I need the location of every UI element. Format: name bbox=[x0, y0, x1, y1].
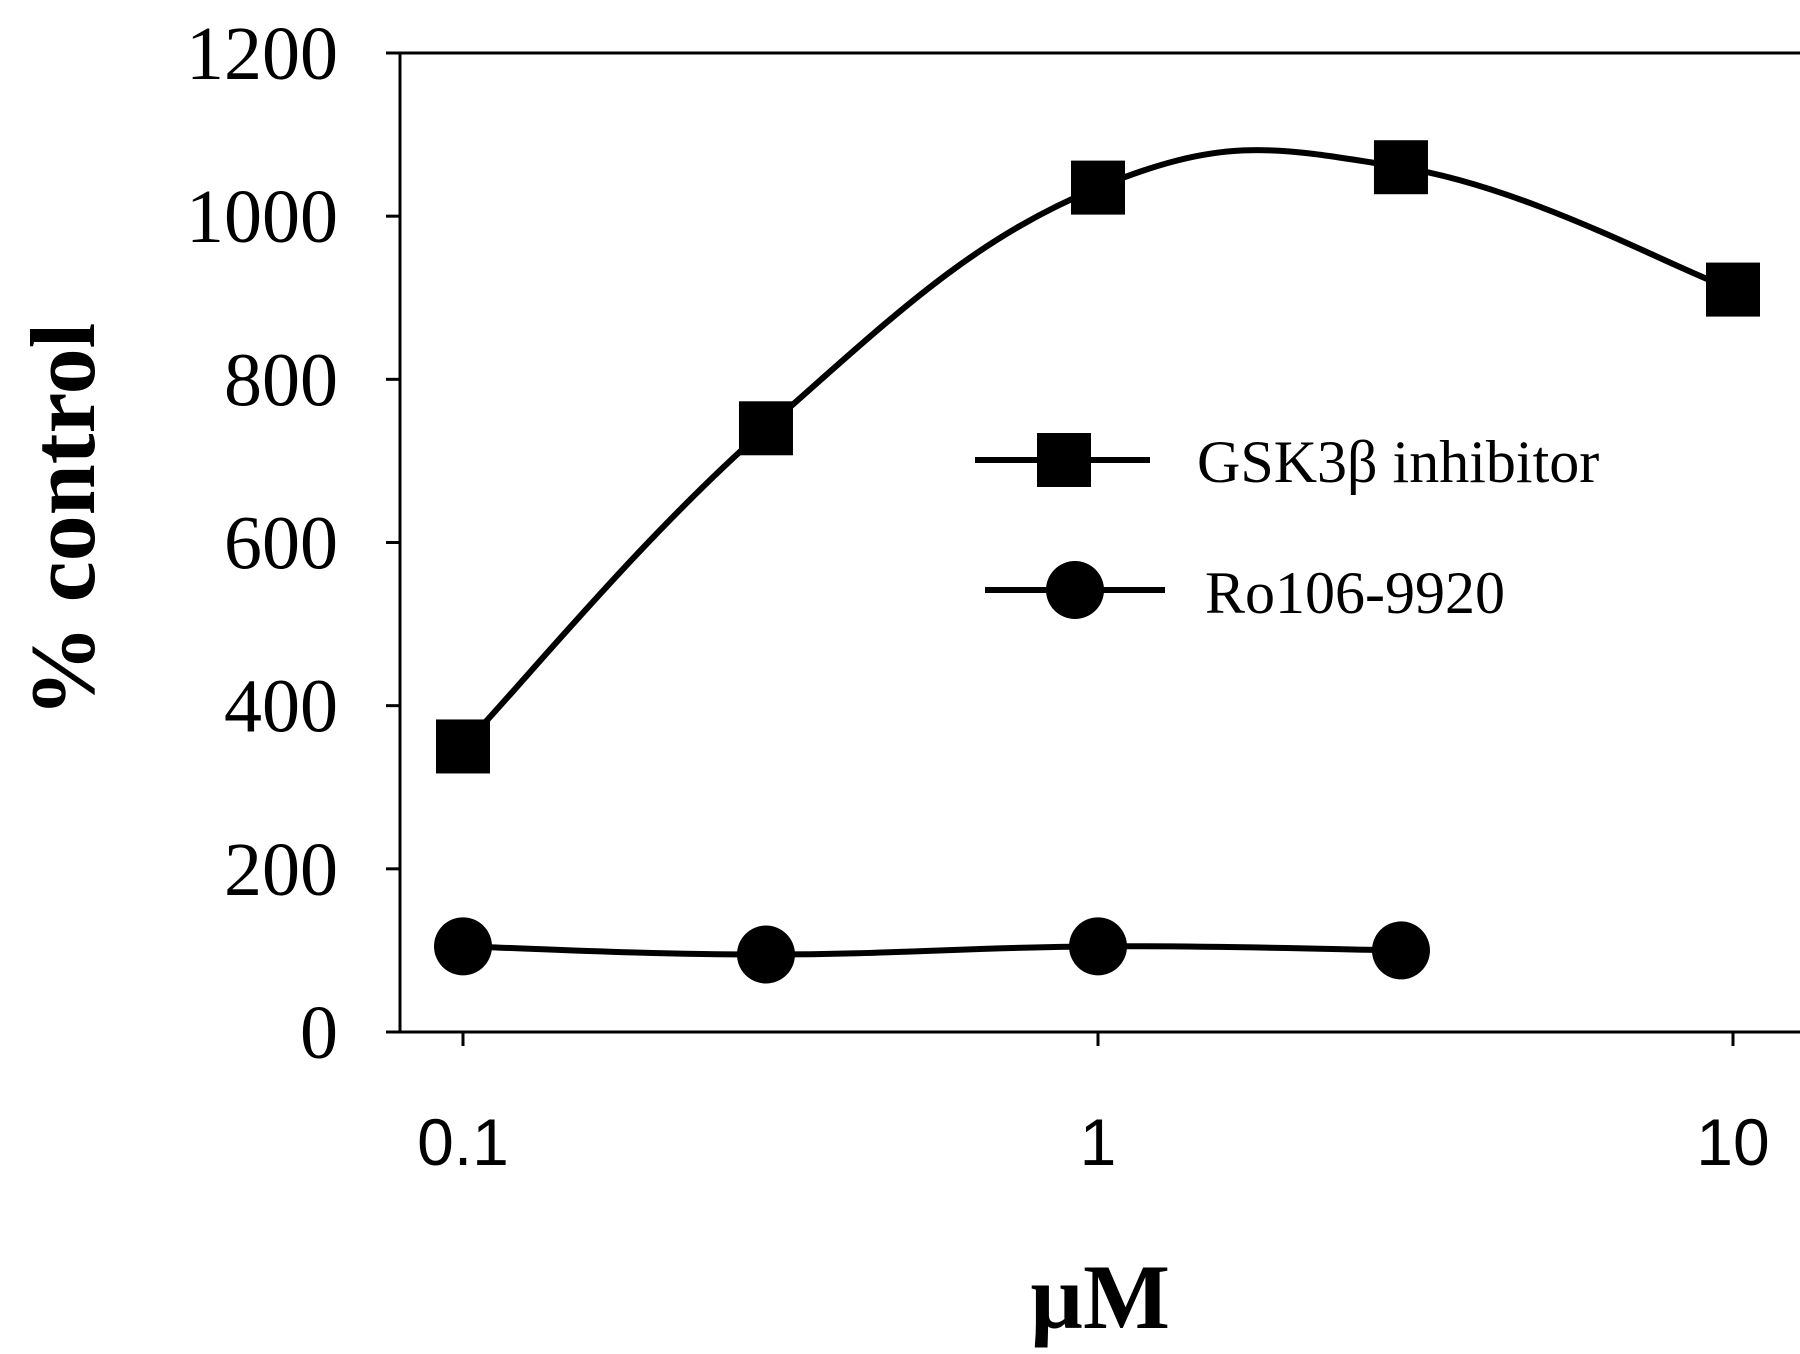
data-point-square bbox=[1071, 160, 1125, 215]
legend-marker-square bbox=[1037, 433, 1091, 487]
data-point-circle bbox=[1069, 917, 1127, 976]
data-point-square bbox=[436, 719, 490, 774]
legend-label-ro106: Ro106-9920 bbox=[1205, 560, 1505, 626]
y-axis-title: % control bbox=[12, 323, 114, 717]
data-point-circle bbox=[434, 917, 492, 976]
series-line bbox=[462, 943, 1402, 958]
x-axis-title: µM bbox=[1030, 1246, 1170, 1348]
legend-marker-circle bbox=[1046, 561, 1104, 619]
y-tick-label: 1200 bbox=[186, 12, 338, 96]
y-tick-label: 400 bbox=[224, 665, 338, 749]
data-point-circle bbox=[736, 925, 795, 984]
data-point-square bbox=[738, 401, 793, 456]
data-point-circle bbox=[1371, 921, 1430, 980]
x-ticks: 0.1 1 10 bbox=[417, 1032, 1770, 1179]
y-tick-label: 600 bbox=[224, 502, 338, 586]
series-layer bbox=[434, 140, 1760, 984]
data-point-square bbox=[1706, 262, 1760, 317]
series-gsk3b bbox=[436, 140, 1760, 774]
legend: GSK3β inhibitor Ro106-9920 bbox=[975, 429, 1599, 626]
y-tick-label: 0 bbox=[300, 991, 338, 1075]
x-tick-label: 0.1 bbox=[417, 1105, 509, 1179]
legend-label-gsk3b: GSK3β inhibitor bbox=[1197, 429, 1599, 495]
y-tick-label: 1000 bbox=[186, 175, 338, 259]
series-ro106 bbox=[434, 917, 1430, 984]
y-ticks: 0 200 400 600 800 1000 1200 bbox=[186, 12, 400, 1075]
legend-item-gsk3b: GSK3β inhibitor bbox=[975, 429, 1599, 495]
x-tick-label: 10 bbox=[1696, 1105, 1769, 1179]
y-tick-label: 800 bbox=[224, 338, 338, 422]
x-tick-label: 1 bbox=[1080, 1105, 1117, 1179]
data-point-square bbox=[1373, 140, 1428, 195]
legend-item-ro106: Ro106-9920 bbox=[985, 560, 1505, 626]
y-tick-label: 200 bbox=[224, 828, 338, 912]
